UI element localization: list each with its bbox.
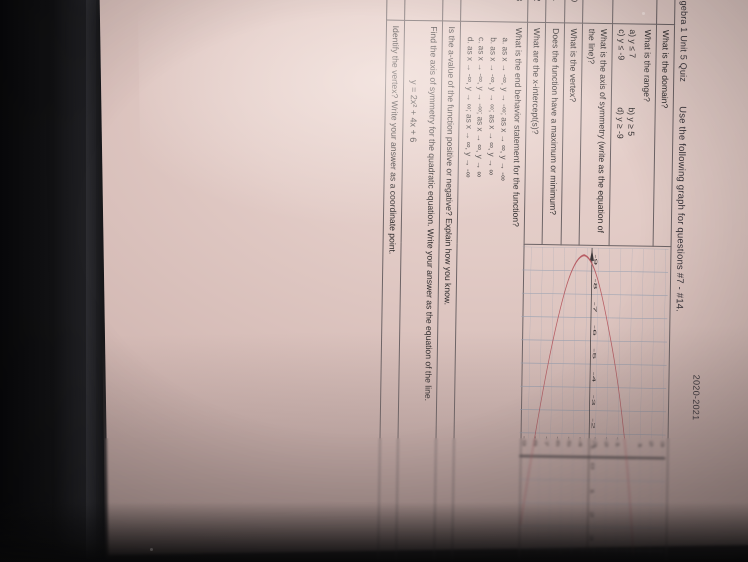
svg-text:-3: -3 xyxy=(593,437,598,448)
svg-text:-4: -4 xyxy=(578,436,583,447)
svg-text:-7: -7 xyxy=(544,436,549,447)
table-row: 13 What is the end behavior statement fo… xyxy=(452,0,529,562)
svg-text:-7: -7 xyxy=(592,302,597,313)
question-text: What are the x-intercept(s)? xyxy=(523,22,546,245)
graph-instruction: Use the following graph for questions #7… xyxy=(673,106,688,313)
question-text: Does the function have a maximum or mini… xyxy=(542,22,565,245)
y-axis-tick-labels: 3 2 1 -1 -2 -3 -4 -5 -6 -7 xyxy=(522,436,665,449)
question-number: 7 xyxy=(656,0,676,25)
svg-text:-6: -6 xyxy=(555,436,560,447)
question-number: 15 xyxy=(405,0,443,21)
question-cell: What is the end behavior statement for t… xyxy=(452,21,528,562)
svg-text:1: 1 xyxy=(590,488,595,495)
answer-options: a) y ≤ 7 b) y ≥ 5 c) y ≤ -9 d) y ≥ -9 xyxy=(612,29,638,241)
option-d[interactable]: d) y ≥ -9 xyxy=(615,107,626,139)
svg-text:-3: -3 xyxy=(591,395,596,406)
svg-text:-5: -5 xyxy=(592,348,597,359)
svg-text:-9: -9 xyxy=(593,254,598,265)
svg-text:1: 1 xyxy=(638,442,643,449)
svg-text:3: 3 xyxy=(660,441,665,448)
svg-text:-9: -9 xyxy=(522,436,527,447)
svg-text:-2: -2 xyxy=(604,437,609,448)
svg-text:2: 2 xyxy=(649,440,654,447)
question-number: 12 xyxy=(527,0,547,23)
svg-text:0: 0 xyxy=(590,463,595,470)
svg-text:-6: -6 xyxy=(592,325,597,336)
question-number: 9 xyxy=(582,0,613,24)
question-text: What is the vertex? xyxy=(560,22,583,246)
option-b[interactable]: b) y ≥ 5 xyxy=(626,107,638,137)
x-axis-tick-labels: -9 -8 -7 -6 -5 -4 -3 -2 -1 0 xyxy=(589,254,598,541)
quiz-table: 7 What is the domain? xyxy=(378,0,676,562)
dust-speck xyxy=(150,548,153,551)
question-number: 10 xyxy=(564,0,584,24)
option-a[interactable]: a) y ≤ 7 xyxy=(627,29,639,59)
svg-text:-4: -4 xyxy=(591,372,596,383)
svg-text:-8: -8 xyxy=(593,279,598,290)
question-number: 13 xyxy=(460,0,529,23)
question-text: What is the range? xyxy=(641,29,653,102)
desk-bottom-shadow xyxy=(0,502,748,562)
question-number: 16 xyxy=(386,0,406,21)
svg-text:-1: -1 xyxy=(615,437,620,448)
school-year: 2020-2021 xyxy=(690,374,702,421)
question-number: 8 xyxy=(612,0,657,25)
quiz-page: 2020-2021 Algebra 1 Unit 5 Quiz Use the … xyxy=(378,0,702,562)
question-number: 14 xyxy=(442,0,462,22)
option-c[interactable]: c) y ≤ -9 xyxy=(616,29,627,61)
desk-edge-left xyxy=(0,0,96,562)
dust-speck xyxy=(642,12,645,15)
svg-text:-5: -5 xyxy=(567,436,572,447)
question-text: What is the domain? xyxy=(652,24,675,247)
svg-text:-2: -2 xyxy=(591,418,596,429)
question-number: 11 xyxy=(545,0,565,23)
answer-options: a. as x → -∞, y → -∞; as x → ∞, y → -∞ b… xyxy=(456,27,511,561)
course-title: Algebra 1 Unit 5 Quiz xyxy=(678,0,690,83)
question-text: What is the axis of symmetry (write as t… xyxy=(579,23,613,246)
question-cell: What is the range? a) y ≤ 7 b) y ≥ 5 c) … xyxy=(608,23,657,247)
